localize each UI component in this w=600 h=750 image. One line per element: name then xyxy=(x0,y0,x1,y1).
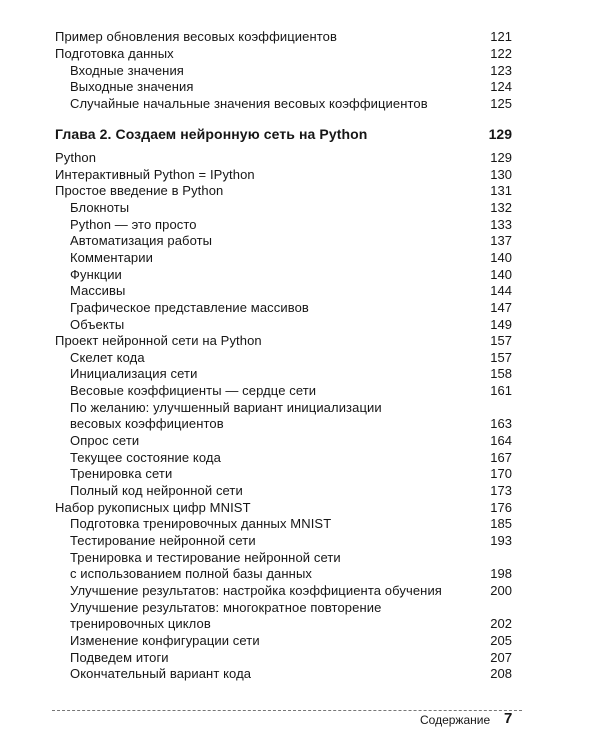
entry-title: Тренировка и тестирование нейронной сети xyxy=(70,549,341,565)
entry-page: 122 xyxy=(490,45,512,61)
entry-title: Подведем итоги xyxy=(70,649,169,665)
entry-page: 164 xyxy=(490,433,512,449)
entry-title: Автоматизация работы xyxy=(70,233,213,249)
entry-page: 157 xyxy=(490,349,512,365)
footer-rule xyxy=(52,710,522,711)
entry-title: Текущее состояние кода xyxy=(70,449,221,465)
entry-title: Объекты xyxy=(70,316,125,332)
entry-page: 205 xyxy=(490,632,512,648)
entry-title: Инициализация сети xyxy=(70,366,198,382)
entry-title: Простое введение в Python xyxy=(55,183,224,199)
entry-title: Тренировка сети xyxy=(70,466,173,482)
entry-page: 149 xyxy=(490,316,512,332)
footer-page: 7 xyxy=(504,710,513,727)
entry-page: 161 xyxy=(490,383,512,399)
entry-page: 133 xyxy=(490,216,512,232)
entry-title: Набор рукописных цифр MNIST xyxy=(55,499,251,515)
entry-page: 137 xyxy=(490,233,512,249)
entry-title: Блокноты xyxy=(70,199,130,215)
entry-title: Python — это просто xyxy=(70,216,197,232)
entry-title: Python xyxy=(55,150,97,165)
entry-title: Выходные значения xyxy=(70,79,194,95)
entry-page: 200 xyxy=(490,582,512,598)
entry-title: Графическое представление массивов xyxy=(70,299,309,315)
entry-page: 129 xyxy=(490,150,512,165)
entry-page: 144 xyxy=(490,283,512,299)
entry-page: 129 xyxy=(488,126,512,142)
entry-title: Полный код нейронной сети xyxy=(70,483,243,498)
entry-page: 123 xyxy=(490,62,512,78)
entry-page: 170 xyxy=(490,466,512,482)
entry-page: 158 xyxy=(490,366,512,382)
entry-page: 140 xyxy=(490,249,512,265)
entry-page: 157 xyxy=(490,333,512,349)
entry-title: Опрос сети xyxy=(70,433,140,449)
entry-page: 193 xyxy=(490,532,512,548)
entry-page: 202 xyxy=(490,616,512,632)
entry-page: 125 xyxy=(490,96,512,111)
entry-title: Улучшение результатов: многократное повт… xyxy=(70,599,382,615)
entry-page: 173 xyxy=(490,483,512,498)
entry-page: 167 xyxy=(490,449,512,465)
entry-page: 198 xyxy=(490,566,512,582)
entry-title: Скелет кода xyxy=(70,349,145,365)
entry-title: Интерактивный Python = IPython xyxy=(55,166,255,182)
entry-title: Улучшение результатов: настройка коэффиц… xyxy=(70,582,442,598)
entry-title: Функции xyxy=(70,266,122,282)
entry-title: Проект нейронной сети на Python xyxy=(55,333,262,349)
entry-page: 132 xyxy=(490,199,512,215)
entry-title: тренировочных циклов xyxy=(70,616,211,632)
entry-page: 131 xyxy=(490,183,512,199)
entry-title: Входные значения xyxy=(70,62,184,78)
entry-title: с использованием полной базы данных xyxy=(70,566,312,582)
entry-page: 208 xyxy=(490,666,512,682)
entry-title: весовых коэффициентов xyxy=(70,416,224,432)
entry-page: 147 xyxy=(490,299,512,315)
entry-page: 124 xyxy=(490,79,512,95)
entry-page: 176 xyxy=(490,499,512,515)
entry-title: Окончательный вариант кода xyxy=(70,666,252,682)
entry-page: 121 xyxy=(490,29,512,44)
entry-page: 130 xyxy=(490,166,512,182)
entry-page: 185 xyxy=(490,516,512,532)
entry-title: Глава 2. Создаем нейронную сеть на Pytho… xyxy=(55,126,368,142)
entry-title: Подготовка тренировочных данных MNIST xyxy=(70,516,332,532)
entry-page: 207 xyxy=(490,649,512,665)
entry-page: 163 xyxy=(490,416,512,432)
entry-title: Изменение конфигурации сети xyxy=(70,632,260,648)
entry-title: Тестирование нейронной сети xyxy=(70,532,256,548)
footer-section: Содержание xyxy=(420,713,491,727)
entry-title: По желанию: улучшенный вариант инициализ… xyxy=(70,399,382,415)
entry-page: 140 xyxy=(490,266,512,282)
entry-title: Случайные начальные значения весовых коэ… xyxy=(70,96,428,111)
entry-title: Пример обновления весовых коэффициентов xyxy=(55,29,337,44)
entry-title: Подготовка данных xyxy=(55,45,174,61)
entry-title: Весовые коэффициенты — сердце сети xyxy=(70,383,317,399)
entry-title: Массивы xyxy=(70,283,126,299)
entry-title: Комментарии xyxy=(70,249,153,265)
